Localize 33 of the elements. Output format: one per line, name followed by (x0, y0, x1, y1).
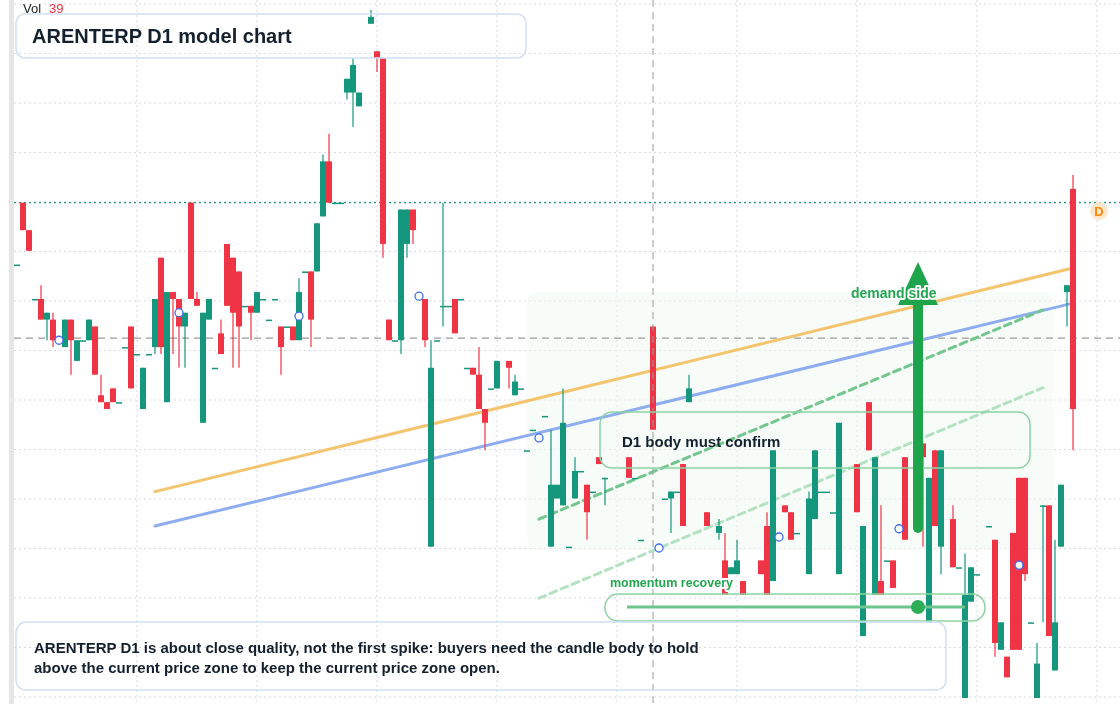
candlestick (68, 319, 74, 376)
candlestick (1040, 504, 1046, 623)
text: D (1094, 204, 1104, 219)
candlestick (686, 374, 692, 403)
point (54, 335, 64, 345)
point (414, 291, 424, 301)
candlestick (506, 360, 512, 389)
point (294, 311, 304, 321)
point (774, 532, 784, 542)
candlestick (218, 319, 224, 355)
point (654, 543, 664, 553)
point (534, 433, 544, 443)
point (174, 308, 184, 318)
candlestick (278, 325, 284, 376)
point (1014, 560, 1024, 570)
candlestick (410, 208, 416, 245)
candlestick (482, 408, 488, 451)
candlestick (1064, 284, 1070, 328)
candlestick (26, 229, 32, 252)
candlestick (248, 305, 254, 341)
annotation: ARENTERP D1 is about close quality, not the first spike: buyers need the candle body to hold above the current price zone to keep the current price zone open. (34, 639, 699, 676)
text: ARENTERP D1 model chart (32, 25, 293, 47)
annotation: Vol (23, 1, 42, 16)
candlestick (38, 284, 44, 321)
candlestick (716, 518, 722, 541)
candlestick (44, 312, 50, 341)
annotation: 39 (49, 1, 64, 16)
candlestick (182, 312, 188, 369)
candlestick (170, 291, 176, 355)
candlestick (50, 312, 56, 348)
candlestick (98, 374, 104, 403)
annotation: D1 body must confirm (622, 433, 781, 450)
point (894, 524, 904, 534)
